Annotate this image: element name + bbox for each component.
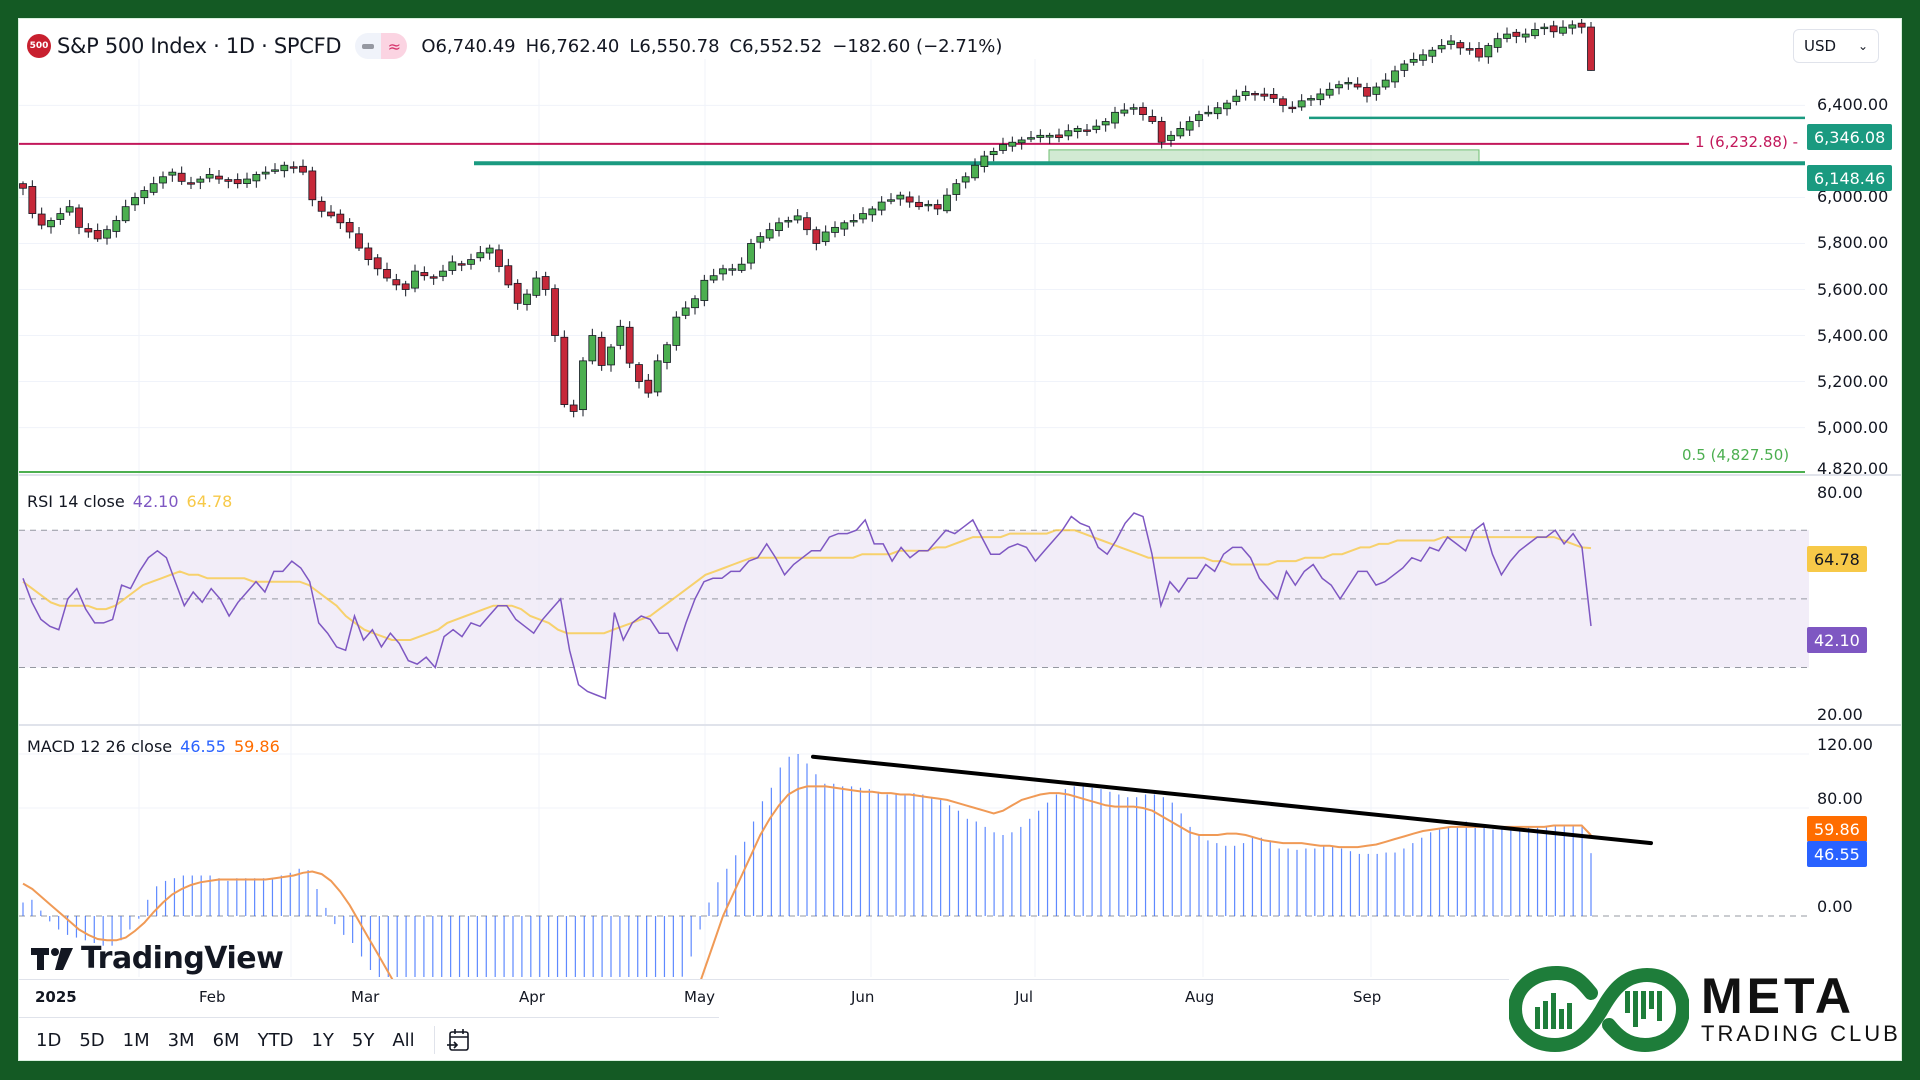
ohlc-low: L6,550.78: [629, 35, 720, 57]
time-label-jul: Jul: [1015, 988, 1034, 1006]
macd-value: 46.55: [180, 737, 226, 756]
symbol-status-pill[interactable]: ≈: [355, 33, 408, 59]
time-label-jun: Jun: [851, 988, 875, 1006]
price-tick-label: 6,000.00: [1817, 187, 1889, 207]
ohlc-close: C6,552.52: [729, 35, 823, 57]
rsi-ma-badge: 64.78: [1807, 546, 1867, 572]
chart-canvas[interactable]: [19, 19, 1902, 979]
range-1m-button[interactable]: 1M: [122, 1029, 150, 1051]
time-label-mar: Mar: [351, 988, 380, 1006]
tradingview-wordmark: TradingView: [81, 941, 284, 976]
macd-tick-80: 80.00: [1817, 789, 1863, 808]
macd-signal-value: 59.86: [233, 737, 280, 756]
level-badge-6346: 6,346.08: [1807, 124, 1893, 150]
pane-separator-rsi[interactable]: [19, 474, 1901, 476]
toolbar-divider: [433, 1026, 435, 1054]
macd-tick-0: 0.00: [1817, 897, 1853, 916]
fib-level-05-label: 0.5 (4,827.50): [1682, 446, 1790, 464]
currency-label: USD: [1804, 37, 1837, 55]
range-1y-button[interactable]: 1Y: [311, 1029, 334, 1051]
chevron-down-icon: ⌄: [1857, 39, 1868, 53]
symbol-title[interactable]: S&P 500 Index · 1D · SPCFD: [57, 34, 342, 58]
rsi-ma-value: 64.78: [186, 492, 233, 511]
macd-badge: 46.55: [1807, 841, 1867, 867]
time-label-sep: Sep: [1353, 988, 1382, 1006]
time-label-apr: Apr: [519, 988, 545, 1006]
brand-name: META: [1701, 968, 1855, 1024]
price-tick-label: 5,600.00: [1817, 279, 1889, 299]
brand-subtitle: TRADING CLUB: [1701, 1021, 1901, 1046]
price-tick-label: 5,200.00: [1817, 371, 1889, 391]
ohlc-change: −182.60 (−2.71%): [832, 35, 1003, 57]
price-tick-label: 5,800.00: [1817, 233, 1889, 253]
pane-separator-macd[interactable]: [19, 724, 1901, 726]
chart-frame: 500 S&P 500 Index · 1D · SPCFD ≈ O6,740.…: [18, 18, 1902, 1061]
time-label-2025: 2025: [35, 988, 77, 1006]
symbol-logo-icon: 500: [27, 34, 51, 58]
ohlc-high: H6,762.40: [525, 35, 620, 57]
price-tick-label: 6,400.00: [1817, 95, 1889, 115]
macd-title: MACD 12 26 close: [27, 737, 173, 756]
rsi-value: 42.10: [132, 492, 179, 511]
ohlc-values: O6,740.49 H6,762.40 L6,550.78 C6,552.52 …: [421, 36, 1002, 57]
macd-legend[interactable]: MACD 12 26 close 46.55 59.86: [27, 737, 280, 756]
time-axis[interactable]: 2025 Feb Mar Apr May Jun Jul Aug Sep: [19, 979, 1805, 1017]
price-tick-label: 5,400.00: [1817, 325, 1889, 345]
rsi-tick-80: 80.00: [1817, 483, 1863, 502]
range-1d-button[interactable]: 1D: [36, 1029, 62, 1051]
range-5d-button[interactable]: 5D: [79, 1029, 105, 1051]
go-to-date-button[interactable]: [445, 1026, 473, 1054]
price-tick-label: 4,820.00: [1817, 459, 1889, 478]
tradingview-icon: [31, 947, 73, 970]
range-6m-button[interactable]: 6M: [212, 1029, 240, 1051]
time-label-aug: Aug: [1185, 988, 1215, 1006]
time-label-feb: Feb: [199, 988, 226, 1006]
delayed-data-icon: ≈: [381, 33, 408, 59]
rsi-tick-20: 20.00: [1817, 705, 1863, 724]
ohlc-open: O6,740.49: [421, 35, 516, 57]
currency-selector[interactable]: USD ⌄: [1793, 29, 1879, 63]
rsi-legend[interactable]: RSI 14 close 42.10 64.78: [27, 492, 232, 511]
range-ytd-button[interactable]: YTD: [257, 1029, 294, 1051]
level-badge-6148: 6,148.46: [1807, 165, 1893, 191]
price-tick-label: 5,000.00: [1817, 417, 1889, 437]
rsi-title: RSI 14 close: [27, 492, 125, 511]
macd-tick-120: 120.00: [1817, 735, 1873, 754]
market-closed-icon: [355, 33, 382, 59]
time-label-may: May: [684, 988, 716, 1006]
rsi-badge: 42.10: [1807, 627, 1867, 653]
range-3m-button[interactable]: 3M: [167, 1029, 195, 1051]
calendar-goto-icon: [446, 1029, 469, 1051]
range-toolbar: 1D 5D 1M 3M 6M YTD 1Y 5Y All: [19, 1017, 719, 1060]
range-all-button[interactable]: All: [392, 1029, 415, 1051]
meta-trading-club-logo: META TRADING CLUB: [1509, 949, 1901, 1060]
tradingview-logo: TradingView: [31, 941, 284, 976]
chart-header: 500 S&P 500 Index · 1D · SPCFD ≈ O6,740.…: [27, 31, 1002, 61]
infinity-chart-icon: [1509, 966, 1689, 1053]
range-5y-button[interactable]: 5Y: [351, 1029, 375, 1051]
fib-level-1-label: 1 (6,232.88) -: [1695, 133, 1798, 151]
macd-signal-badge: 59.86: [1807, 816, 1867, 842]
